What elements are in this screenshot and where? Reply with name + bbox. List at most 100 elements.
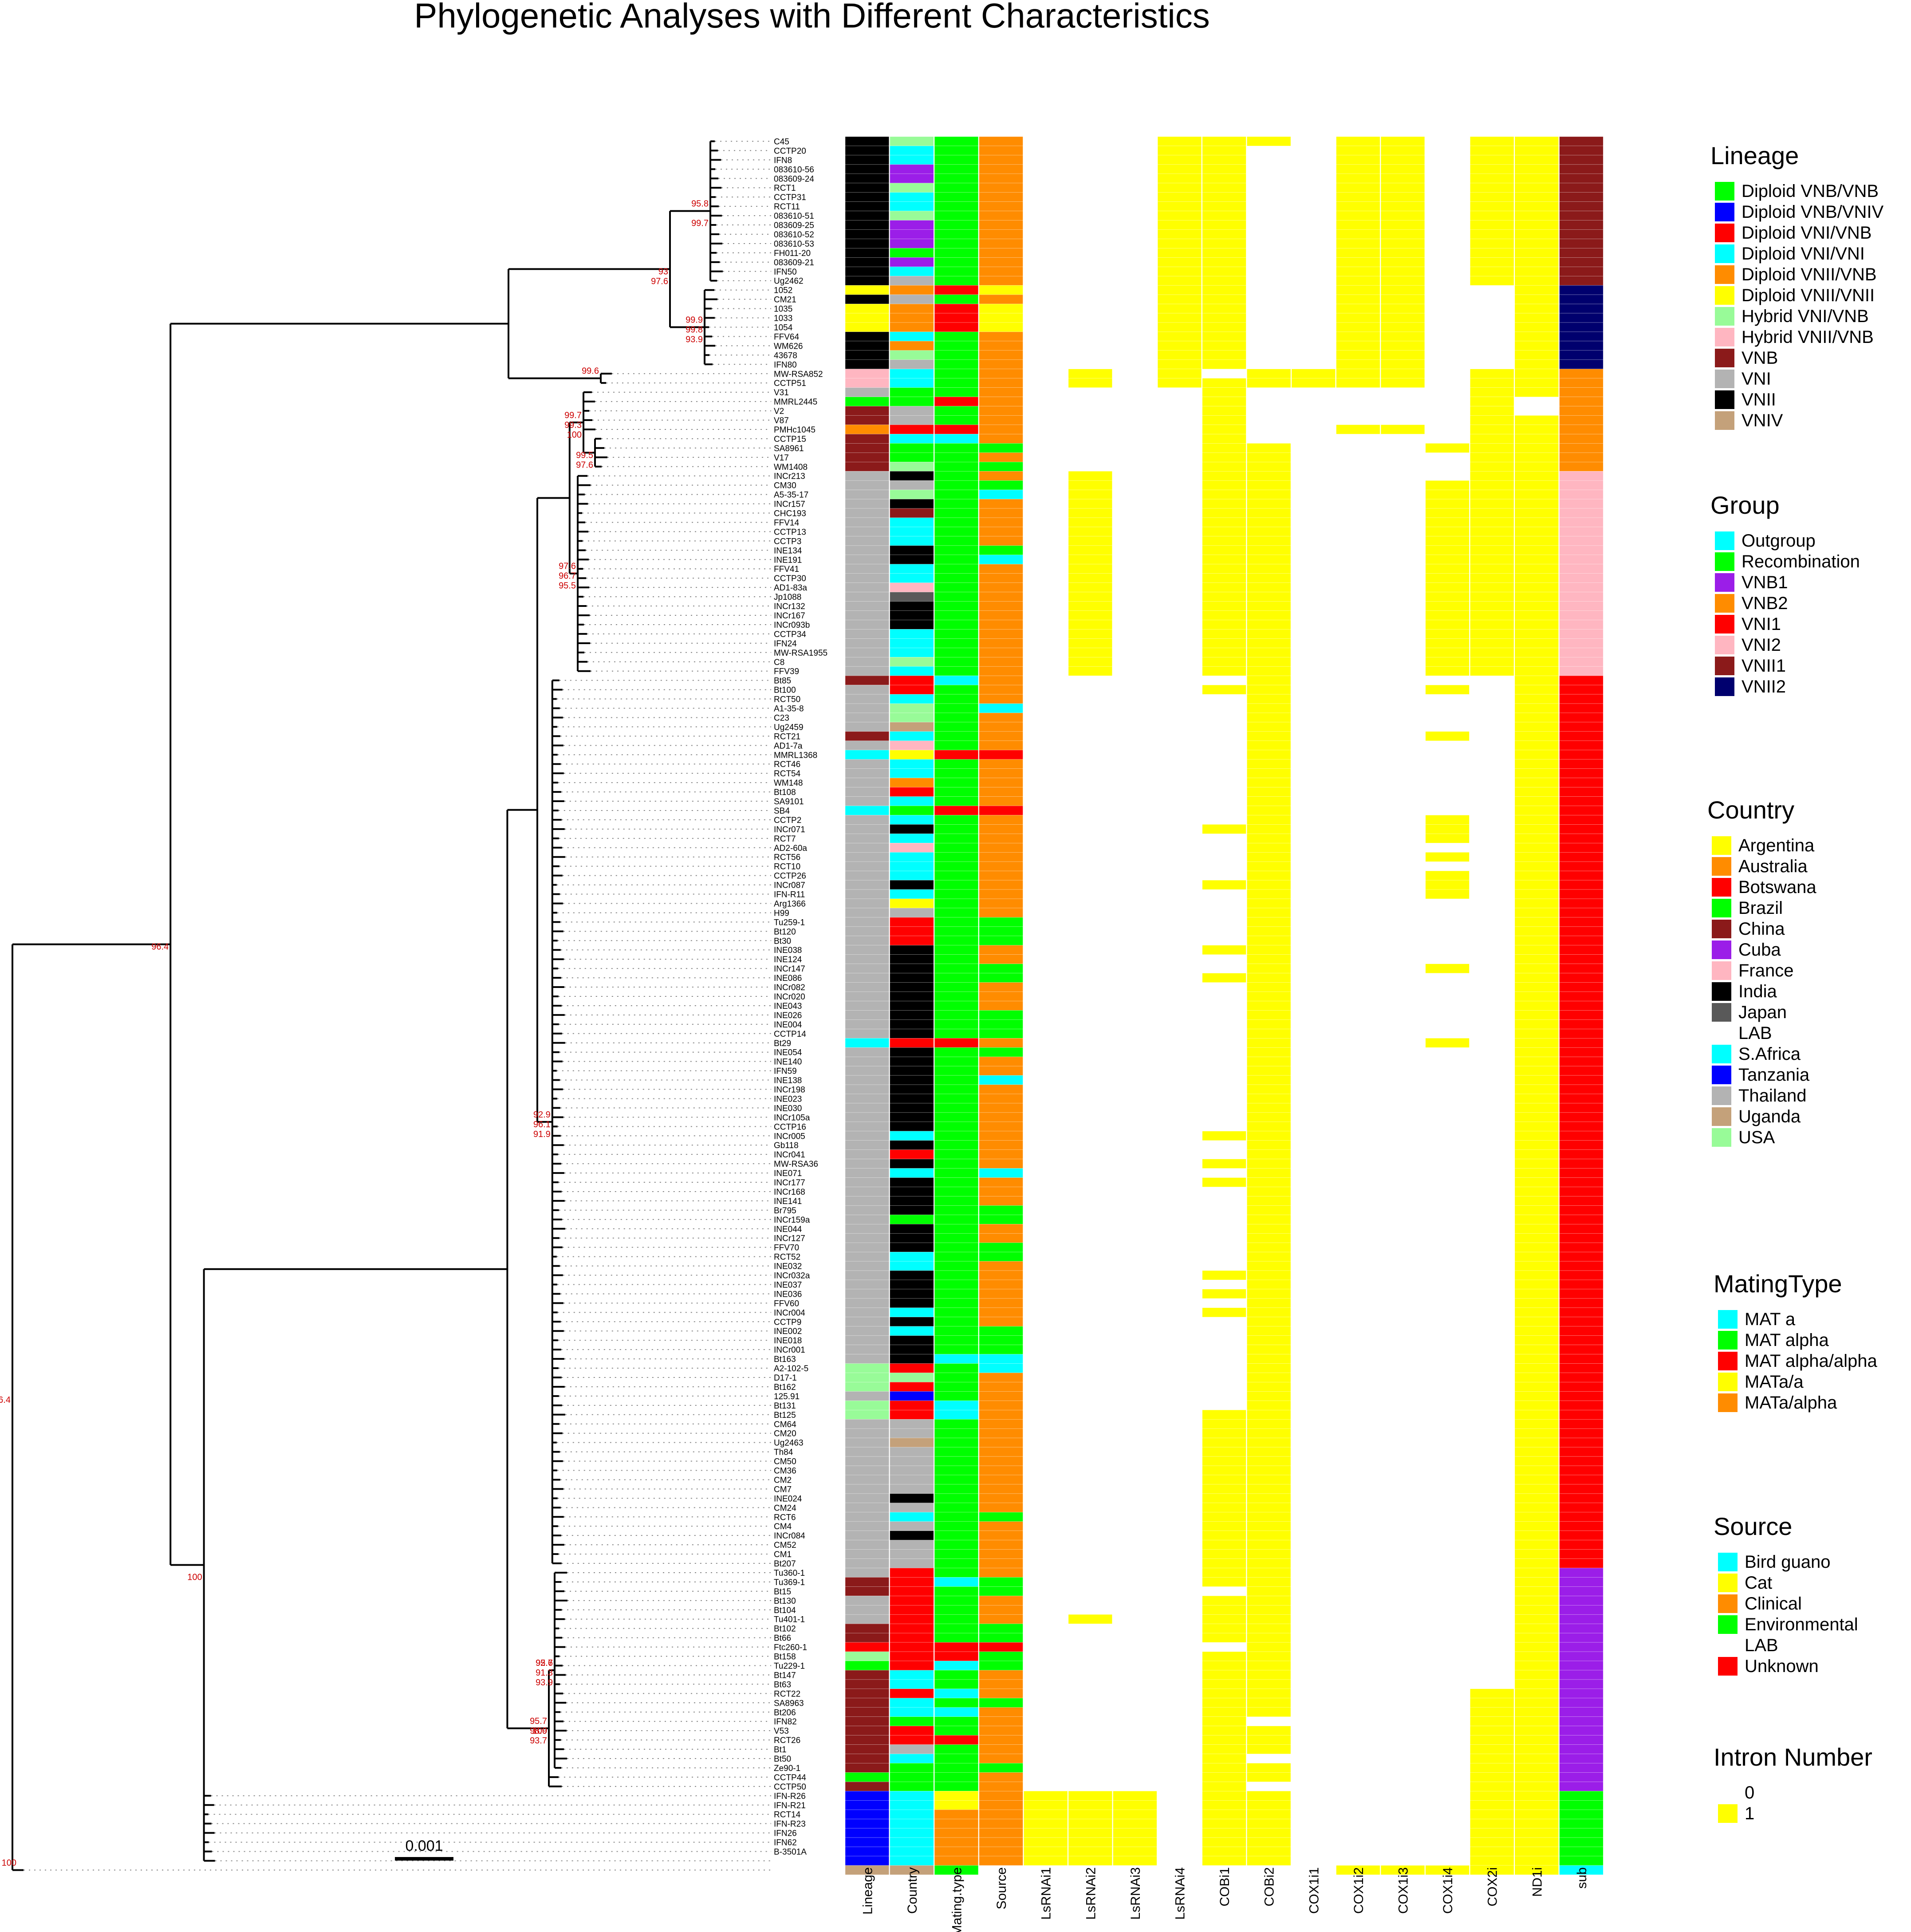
- heatmap-cell: [934, 712, 979, 723]
- heatmap-cell: [1247, 1688, 1291, 1699]
- heatmap-cell: [934, 1670, 979, 1680]
- heatmap-cell: [934, 1651, 979, 1661]
- heatmap-cell: [979, 192, 1023, 202]
- heatmap-cell: [934, 1605, 979, 1615]
- heatmap-cell: [979, 239, 1023, 248]
- heatmap-cell: [934, 582, 979, 592]
- legend-swatch: [1715, 573, 1734, 592]
- heatmap-cell: [1202, 1447, 1246, 1457]
- tip-label: RCT14: [774, 1810, 801, 1820]
- heatmap-cell: [1380, 1865, 1425, 1875]
- heatmap-cell: [1514, 1215, 1559, 1224]
- heatmap-cell: [890, 1410, 934, 1420]
- heatmap-cell: [890, 1596, 934, 1605]
- heatmap-cell: [890, 1373, 934, 1382]
- node-support-label: 99.7: [691, 219, 709, 228]
- heatmap-cell: [845, 1056, 889, 1066]
- tip-label: CCTP26: [774, 872, 806, 881]
- heatmap-cell: [934, 1159, 979, 1169]
- heatmap-cell: [1559, 1651, 1604, 1661]
- heatmap-cell: [1336, 173, 1380, 184]
- heatmap-cell: [1068, 629, 1112, 639]
- heatmap-cell: [979, 759, 1023, 769]
- node-support-label: 93.7: [530, 1736, 547, 1746]
- tip-label: Ze90-1: [774, 1764, 800, 1773]
- tip-label: IFN80: [774, 360, 797, 370]
- heatmap-cell: [1559, 1837, 1604, 1847]
- heatmap-cell: [1514, 303, 1559, 314]
- legend-label: USA: [1738, 1128, 1775, 1147]
- heatmap-cell: [890, 397, 934, 406]
- legend-swatch: [1715, 265, 1734, 284]
- heatmap-cell: [1247, 759, 1291, 769]
- heatmap-cell: [845, 843, 889, 853]
- tip-label: FFV39: [774, 667, 799, 677]
- heatmap-cell: [1068, 601, 1112, 611]
- heatmap-cell: [934, 1001, 979, 1011]
- heatmap-cell: [1559, 1809, 1604, 1819]
- tip-label: FFV64: [774, 332, 799, 342]
- heatmap-cell: [1559, 1754, 1604, 1763]
- heatmap-cell: [845, 964, 889, 973]
- heatmap-cell: [934, 1772, 979, 1782]
- heatmap-cell: [1247, 564, 1291, 574]
- heatmap-cell: [1157, 267, 1202, 276]
- heatmap-cell: [1514, 1428, 1559, 1438]
- heatmap-cell: [1470, 1818, 1514, 1829]
- heatmap-cell: [1559, 275, 1604, 286]
- heatmap-cell: [1247, 499, 1291, 509]
- heatmap-cell: [1202, 136, 1246, 146]
- heatmap-cell: [934, 722, 979, 732]
- heatmap-cell: [1380, 359, 1425, 370]
- tip-label: CCTP16: [774, 1122, 806, 1132]
- heatmap-cell: [845, 1818, 889, 1829]
- heatmap-cell: [934, 1363, 979, 1373]
- heatmap-cell: [979, 815, 1023, 825]
- heatmap-cell: [979, 740, 1023, 751]
- heatmap-cell: [1514, 982, 1559, 992]
- heatmap-cell: [1470, 1726, 1514, 1735]
- heatmap-cell: [890, 638, 934, 648]
- heatmap-cell: [890, 620, 934, 630]
- heatmap-cell: [979, 685, 1023, 695]
- heatmap-cell: [1425, 824, 1470, 834]
- heatmap-column-bg: [1024, 137, 1068, 1856]
- legend-label: 1: [1745, 1804, 1754, 1823]
- legend-label: MAT alpha: [1745, 1330, 1829, 1350]
- heatmap-cell: [1202, 601, 1246, 611]
- heatmap-column-bg: [1158, 137, 1202, 1856]
- heatmap-cell: [1514, 1289, 1559, 1299]
- legend-title: Country: [1707, 796, 1794, 824]
- tip-label: Ftc260-1: [774, 1643, 807, 1653]
- heatmap-cell: [890, 675, 934, 685]
- tip-label: CCTP50: [774, 1782, 806, 1792]
- heatmap-cell: [934, 824, 979, 834]
- heatmap-cell: [1559, 1298, 1604, 1308]
- heatmap-cell: [1514, 1531, 1559, 1540]
- heatmap-cell: [890, 1503, 934, 1513]
- heatmap-cell: [979, 722, 1023, 732]
- heatmap-cell: [979, 1177, 1023, 1187]
- heatmap-cell: [934, 1633, 979, 1643]
- heatmap-cell: [1247, 973, 1291, 983]
- heatmap-cell: [979, 1791, 1023, 1801]
- tip-label: INCr093b: [774, 621, 810, 630]
- tip-label: CM4: [774, 1522, 792, 1531]
- heatmap-cell: [1470, 201, 1514, 211]
- heatmap-cell: [1247, 453, 1291, 462]
- heatmap-cell: [1247, 1846, 1291, 1857]
- heatmap-cell: [890, 267, 934, 276]
- tip-label: CM36: [774, 1467, 796, 1476]
- heatmap-cell: [1247, 1159, 1291, 1169]
- heatmap-cell: [1559, 1660, 1604, 1671]
- heatmap-cell: [1247, 1791, 1291, 1801]
- heatmap-cell: [1425, 517, 1470, 527]
- tip-label: 1054: [774, 323, 793, 333]
- heatmap-cell: [1425, 852, 1470, 862]
- heatmap-cell: [1336, 201, 1380, 211]
- heatmap-cell: [1559, 527, 1604, 537]
- legend-label: Environmental: [1745, 1615, 1858, 1634]
- heatmap-cell: [890, 778, 934, 787]
- heatmap-cell: [845, 1121, 889, 1132]
- heatmap-cell: [979, 1447, 1023, 1457]
